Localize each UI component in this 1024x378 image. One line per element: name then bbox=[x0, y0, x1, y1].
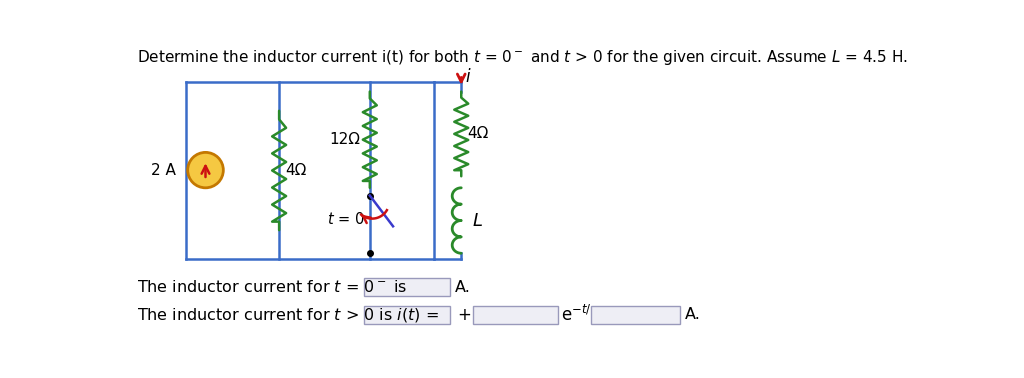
FancyBboxPatch shape bbox=[473, 306, 558, 324]
Text: $L$: $L$ bbox=[472, 212, 483, 230]
Text: The inductor current for $t$ = 0$^-$ is: The inductor current for $t$ = 0$^-$ is bbox=[137, 279, 408, 295]
Text: A.: A. bbox=[685, 307, 701, 322]
Text: +: + bbox=[458, 306, 471, 324]
Text: $i$: $i$ bbox=[465, 68, 472, 86]
Text: 2 A: 2 A bbox=[152, 163, 176, 178]
Text: $t$ = 0: $t$ = 0 bbox=[328, 211, 365, 226]
Text: The inductor current for $t$ > 0 is $i(t)$ =: The inductor current for $t$ > 0 is $i(t… bbox=[137, 306, 439, 324]
Text: 4Ω: 4Ω bbox=[286, 163, 307, 178]
Text: e$^{-t/}$: e$^{-t/}$ bbox=[561, 305, 592, 325]
FancyBboxPatch shape bbox=[591, 306, 680, 324]
Text: 12Ω: 12Ω bbox=[330, 132, 360, 147]
FancyBboxPatch shape bbox=[365, 306, 450, 324]
Circle shape bbox=[187, 152, 223, 188]
FancyBboxPatch shape bbox=[365, 278, 450, 296]
Text: 4Ω: 4Ω bbox=[467, 126, 488, 141]
Text: A.: A. bbox=[455, 280, 471, 294]
Text: Determine the inductor current i(t) for both $t$ = 0$^-$ and $t$ > 0 for the giv: Determine the inductor current i(t) for … bbox=[137, 48, 908, 67]
